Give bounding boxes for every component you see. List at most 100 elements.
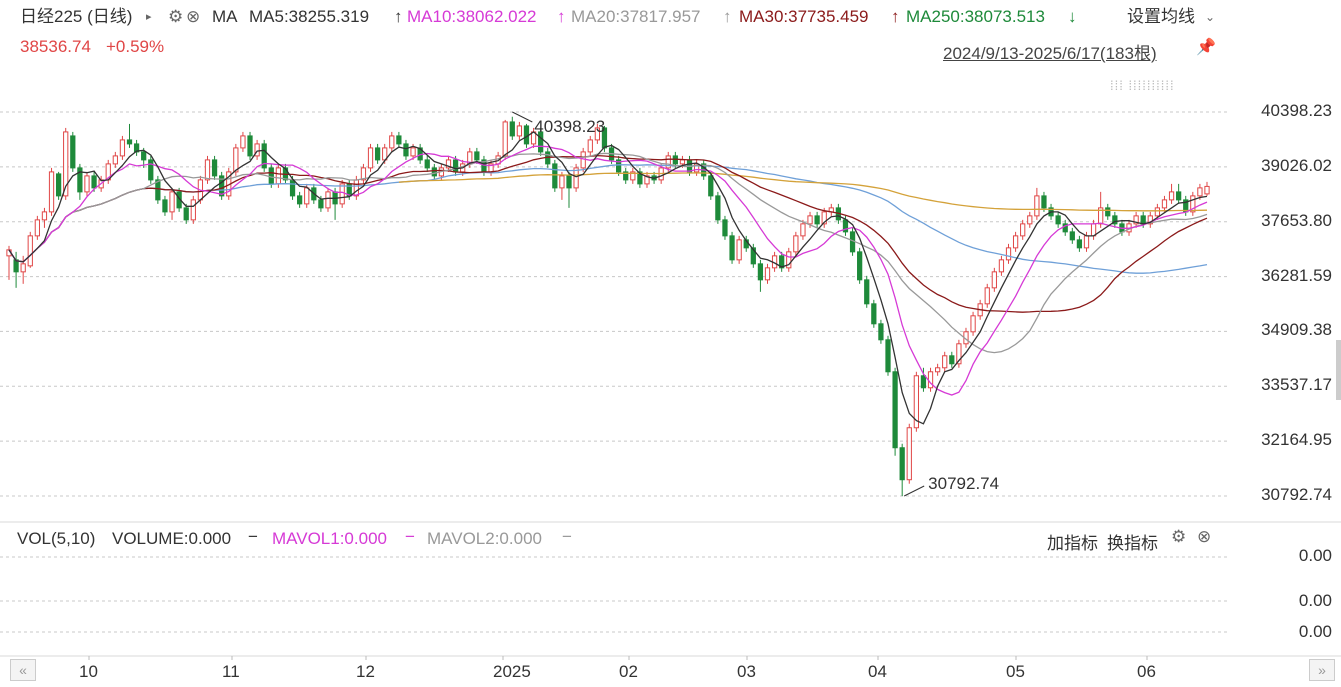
candle <box>779 251 785 272</box>
candle <box>708 171 714 200</box>
candle <box>935 363 941 376</box>
candle-body <box>1154 207 1161 217</box>
mavol2-text: MAVOL2:0.000 <box>427 529 542 548</box>
dash-icon: − <box>562 527 572 546</box>
candle-body <box>502 121 508 157</box>
candle <box>445 155 452 172</box>
close-icon[interactable]: ⊗ <box>1197 527 1212 546</box>
candle <box>431 163 437 180</box>
candle <box>360 163 367 184</box>
mavol1-text: MAVOL1:0.000 <box>272 529 387 548</box>
last-price: 38536.74 <box>20 37 91 56</box>
close-icon[interactable]: ⊗ <box>186 7 201 26</box>
candle-body <box>871 303 877 325</box>
candle-body <box>1020 223 1026 237</box>
scroll-left-button[interactable]: « <box>10 659 36 681</box>
candle-body <box>800 223 806 237</box>
candle-body <box>1133 215 1139 225</box>
candle-body <box>91 175 97 189</box>
zoom-bars-icon[interactable]: ⁞⁞⁞ ⁞⁞⁞⁞⁞⁞⁞⁞⁞⁞ <box>1110 78 1175 93</box>
candle-body <box>297 195 303 205</box>
candle-body <box>913 375 919 429</box>
candle-body <box>77 167 83 193</box>
ma20-value: MA20:37817.957 <box>571 7 701 26</box>
candle <box>204 155 211 184</box>
candle-body <box>1055 215 1061 225</box>
candle <box>1041 191 1047 212</box>
candle-body <box>1027 215 1033 225</box>
x-tick-label: 2025 <box>493 662 531 681</box>
candle <box>1105 203 1111 220</box>
candle <box>984 283 990 308</box>
candle-body <box>1005 247 1012 261</box>
scroll-right-button[interactable]: » <box>1309 659 1335 681</box>
header-bar: 日经225 (日线) ▸ ⚙ ⊗ MA MA5:38255.319 ↑ MA10… <box>0 0 1341 34</box>
candle-body <box>48 171 55 213</box>
candle <box>1005 243 1012 264</box>
vol-tick-3: 0.00 <box>1298 622 1332 641</box>
chevron-down-icon[interactable]: ⌄ <box>1205 10 1216 24</box>
candle-body <box>594 127 600 141</box>
y-tick-label: 36281.59 <box>1261 265 1332 285</box>
candle-body <box>452 159 459 173</box>
candle <box>70 131 76 172</box>
candle <box>1190 191 1196 216</box>
candle-body <box>1112 215 1118 225</box>
candle-body <box>20 263 26 273</box>
candle-body <box>261 143 267 169</box>
candle <box>1090 219 1097 240</box>
x-tick-label: 10 <box>79 662 98 681</box>
candle <box>297 191 303 208</box>
candle <box>786 247 792 272</box>
candle <box>1176 183 1182 204</box>
candle-body <box>864 279 870 305</box>
y-tick-label: 34909.38 <box>1261 320 1332 340</box>
candle <box>112 151 118 168</box>
candle <box>616 155 622 176</box>
candle-body <box>821 211 827 225</box>
add-indicator-button[interactable]: 加指标 <box>1047 534 1098 553</box>
ma250-line <box>398 172 1208 212</box>
gear-icon[interactable]: ⚙ <box>1171 527 1187 546</box>
candle <box>1062 219 1068 236</box>
ma30-line <box>8 154 1208 313</box>
candle-body <box>162 199 168 213</box>
candle-body <box>70 135 76 169</box>
candle <box>247 131 253 160</box>
candle-body <box>949 355 955 365</box>
candle-body <box>814 215 820 225</box>
candle-body <box>587 139 593 153</box>
candle <box>1069 227 1075 244</box>
instrument-title[interactable]: 日经225 (日线) <box>20 7 133 26</box>
candle-body <box>1190 195 1196 213</box>
date-range[interactable]: 2024/9/13-2025/6/17(183根) <box>943 44 1157 63</box>
candle <box>374 143 381 164</box>
candle-body <box>679 159 686 165</box>
vertical-scrollbar[interactable] <box>1336 340 1341 400</box>
candle <box>1161 195 1168 212</box>
candle <box>1020 219 1026 240</box>
candle <box>1076 235 1083 252</box>
candle-body <box>935 367 941 373</box>
candle <box>240 131 246 152</box>
candle <box>48 167 55 216</box>
pin-icon[interactable]: 📌 <box>1196 39 1216 56</box>
switch-indicator-button[interactable]: 换指标 <box>1107 534 1158 553</box>
candle-body <box>1168 191 1175 201</box>
gear-icon[interactable]: ⚙ <box>168 7 184 26</box>
candle-body <box>1161 199 1168 209</box>
ma30-arrow-icon: ↑ <box>891 7 900 26</box>
candle <box>77 163 83 200</box>
candle-body <box>616 159 622 173</box>
candle-body <box>268 167 274 185</box>
ma-settings-button[interactable]: 设置均线 <box>1127 7 1195 26</box>
candle-body <box>431 167 437 177</box>
caret-right-icon[interactable]: ▸ <box>146 11 152 23</box>
candle <box>920 367 927 392</box>
candle <box>516 121 523 140</box>
candle-body <box>410 147 416 157</box>
candle-body <box>474 151 480 161</box>
candle <box>878 319 884 344</box>
candle-body <box>247 135 253 157</box>
candle <box>736 235 742 264</box>
